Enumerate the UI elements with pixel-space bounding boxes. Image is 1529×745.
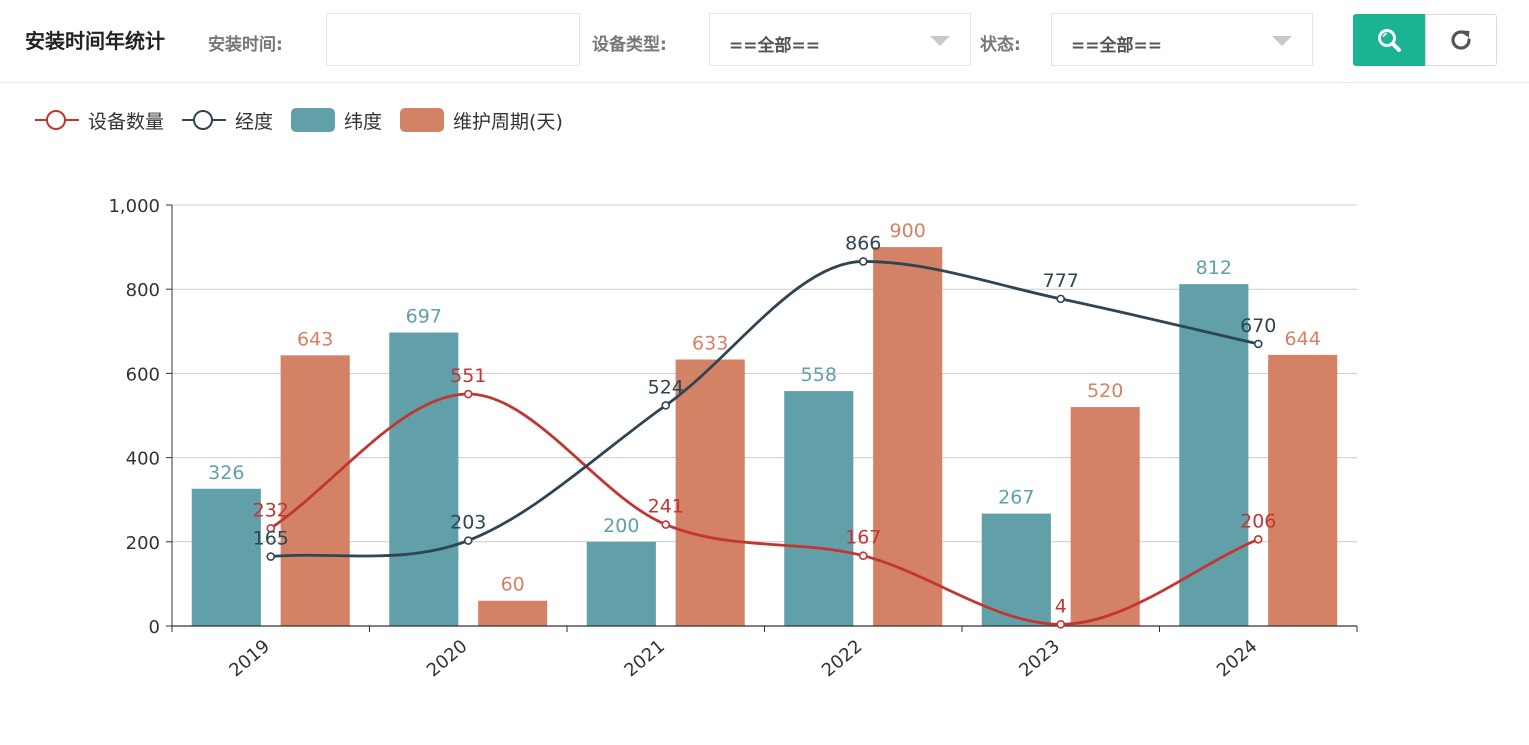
chevron-down-icon	[930, 36, 950, 46]
legend-swatch	[291, 108, 336, 132]
bar-value-label: 520	[1087, 380, 1123, 402]
legend-item-1[interactable]: 设备数量	[35, 107, 164, 134]
legend-swatch	[182, 108, 227, 132]
legend-label: 设备数量	[88, 110, 165, 133]
bar	[389, 332, 459, 626]
line-value-label: 203	[450, 512, 486, 534]
bar-value-label: 60	[501, 574, 525, 596]
line-value-label: 524	[648, 376, 684, 398]
line-value-label: 4	[1055, 595, 1067, 617]
device-type-value: ==全部==	[729, 36, 820, 56]
bar-value-label: 558	[801, 364, 837, 386]
legend-swatch	[35, 108, 79, 132]
bar	[191, 488, 261, 626]
line-point	[1253, 339, 1263, 349]
bar-value-label: 812	[1196, 257, 1232, 279]
y-tick-label: 400	[126, 449, 160, 470]
chevron-down-icon	[1272, 36, 1292, 46]
status-label: 状态:	[980, 35, 1021, 55]
x-tick-label: 2024	[1213, 636, 1262, 682]
device-type-select[interactable]: ==全部==	[709, 13, 971, 66]
series-line	[270, 260, 1259, 558]
bar	[586, 541, 656, 626]
y-tick-label: 200	[126, 533, 160, 554]
line-point	[463, 536, 473, 545]
line-value-label: 670	[1240, 315, 1276, 337]
line-value-label: 232	[253, 499, 289, 521]
legend-item-4[interactable]: 维护周期(天)	[400, 107, 563, 134]
y-tick-label: 800	[126, 280, 160, 301]
line-point	[266, 524, 276, 533]
bar-value-label: 644	[1285, 328, 1321, 350]
y-tick-label: 0	[149, 617, 160, 638]
page-title: 安装时间年统计	[25, 29, 165, 53]
bar	[478, 600, 548, 626]
bar	[280, 355, 350, 626]
bar-value-label: 643	[297, 328, 333, 350]
x-tick-label: 2020	[423, 636, 472, 682]
search-button[interactable]	[1353, 14, 1425, 66]
legend-swatch	[400, 108, 445, 132]
bar-value-label: 200	[603, 515, 639, 537]
search-icon	[1378, 29, 1401, 52]
refresh-button[interactable]	[1425, 14, 1497, 66]
line-value-label: 866	[845, 232, 881, 254]
refresh-icon	[1451, 30, 1471, 50]
x-tick-label: 2019	[225, 636, 274, 682]
bar	[981, 513, 1051, 626]
line-point	[1056, 294, 1066, 304]
x-tick-label: 2022	[818, 636, 867, 682]
series-line	[269, 392, 1259, 626]
bar	[784, 391, 854, 626]
line-value-label: 206	[1240, 510, 1276, 532]
status-select[interactable]: ==全部==	[1051, 13, 1313, 66]
bar-value-label: 900	[890, 220, 926, 242]
line-value-label: 551	[450, 365, 486, 387]
y-tick-label: 1,000	[108, 196, 160, 217]
bar	[675, 359, 745, 626]
filter-toolbar: 安装时间年统计 安装时间: 设备类型: ==全部== 状态: ==全部==	[0, 0, 1529, 83]
bar	[1268, 354, 1338, 626]
bar	[1179, 284, 1249, 626]
line-point	[661, 520, 671, 529]
line-point	[463, 389, 473, 399]
chart-legend: 设备数量 经度 纬度 维护周期(天)	[35, 106, 581, 134]
line-point	[858, 257, 868, 266]
legend-item-3[interactable]: 纬度	[291, 107, 382, 134]
line-value-label: 777	[1043, 270, 1079, 292]
line-value-label: 167	[845, 527, 881, 549]
bar-value-label: 267	[998, 487, 1034, 509]
install-time-label: 安装时间:	[208, 35, 283, 55]
line-value-label: 165	[253, 528, 289, 550]
install-time-input[interactable]	[326, 13, 580, 66]
x-tick-label: 2023	[1015, 636, 1064, 682]
line-point	[661, 401, 671, 410]
line-value-label: 241	[648, 496, 684, 518]
x-tick-label: 2021	[620, 636, 669, 682]
line-point	[266, 552, 276, 561]
line-point	[1253, 534, 1263, 544]
bar	[873, 247, 943, 626]
bar-value-label: 697	[406, 306, 442, 328]
device-type-label: 设备类型:	[592, 35, 667, 55]
bar-value-label: 326	[208, 462, 244, 484]
y-tick-label: 600	[126, 364, 160, 385]
legend-label: 纬度	[344, 110, 383, 133]
legend-item-2[interactable]: 经度	[182, 107, 273, 134]
bar-value-label: 633	[692, 333, 728, 355]
status-value: ==全部==	[1071, 36, 1162, 56]
legend-label: 维护周期(天)	[453, 110, 563, 133]
legend-label: 经度	[235, 110, 274, 133]
bar	[1070, 407, 1140, 626]
line-point	[858, 551, 868, 560]
line-point	[1056, 620, 1066, 629]
